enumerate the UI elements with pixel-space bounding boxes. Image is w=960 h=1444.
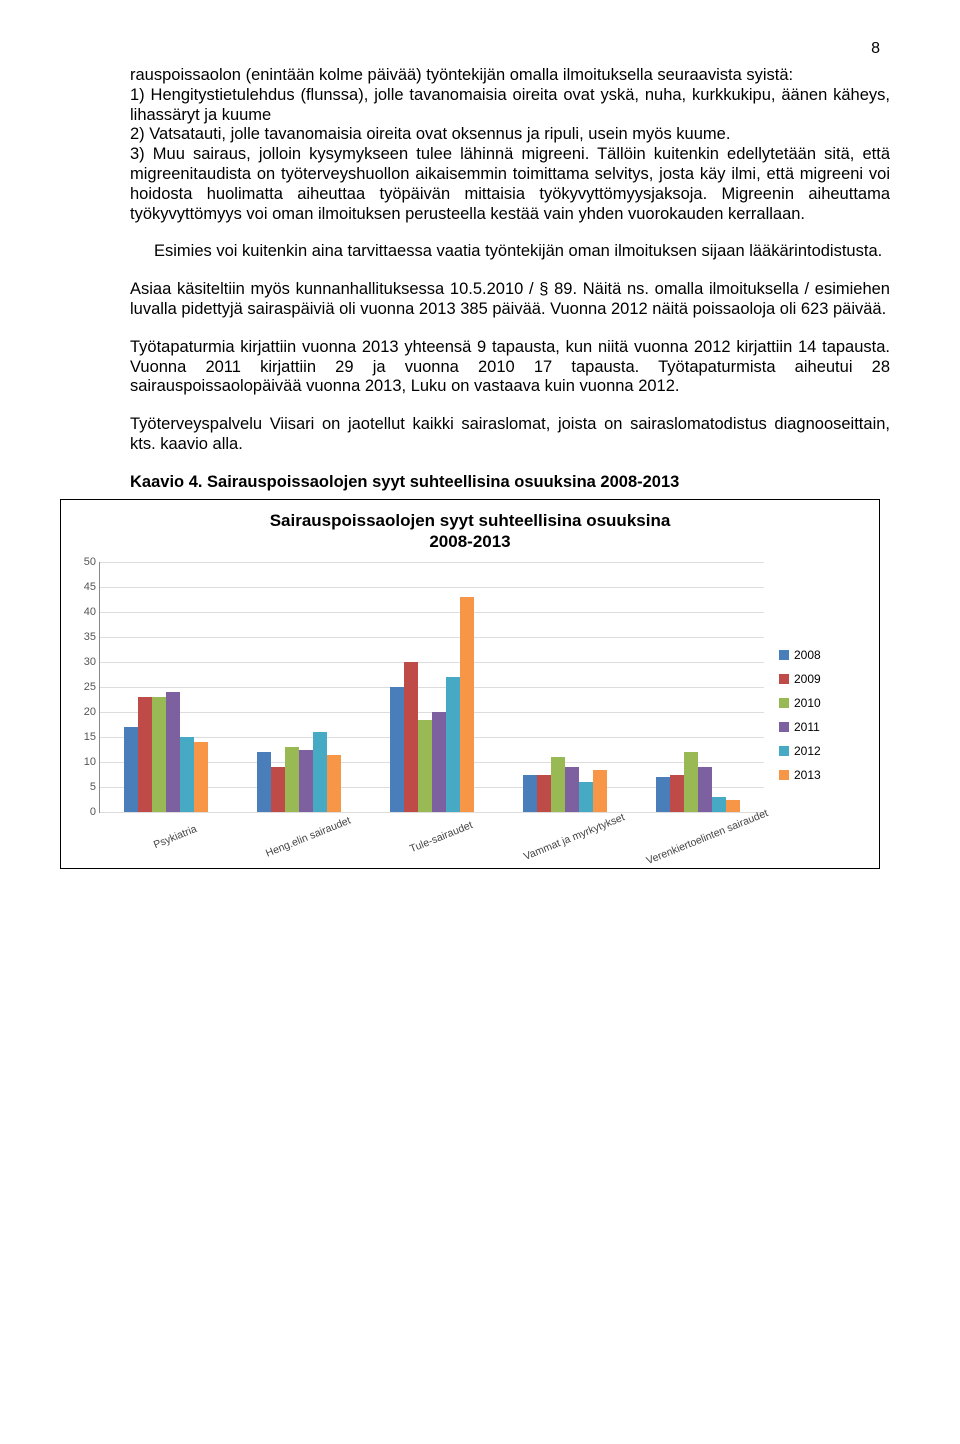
legend-item: 2009 bbox=[779, 672, 869, 686]
y-tick-label: 30 bbox=[74, 656, 96, 668]
bar-group bbox=[366, 562, 499, 812]
paragraph-tapaturma: Työtapaturmia kirjattiin vuonna 2013 yht… bbox=[130, 338, 890, 397]
chart-caption: Kaavio 4. Sairauspoissaolojen syyt suhte… bbox=[130, 473, 890, 493]
bar bbox=[432, 712, 446, 812]
bar bbox=[460, 597, 474, 812]
bar-group bbox=[100, 562, 233, 812]
list-item-1: 1) Hengitystietulehdus (flunssa), jolle … bbox=[130, 86, 890, 126]
y-tick-label: 10 bbox=[74, 756, 96, 768]
bar bbox=[523, 775, 537, 813]
legend-label: 2011 bbox=[794, 720, 820, 734]
chart-title-line2: 2008-2013 bbox=[429, 532, 510, 551]
legend-swatch bbox=[779, 722, 789, 732]
legend-swatch bbox=[779, 746, 789, 756]
y-tick-label: 15 bbox=[74, 731, 96, 743]
chart-title-line1: Sairauspoissaolojen syyt suhteellisina o… bbox=[270, 511, 671, 530]
y-tick-label: 25 bbox=[74, 681, 96, 693]
paragraph-viisari: Työterveyspalvelu Viisari on jaotellut k… bbox=[130, 415, 890, 455]
paragraph-asia: Asiaa käsiteltiin myös kunnanhallitu­kse… bbox=[130, 280, 890, 320]
bar-group bbox=[498, 562, 631, 812]
chart-container: Sairauspoissaolojen syyt suhteellisina o… bbox=[60, 499, 880, 870]
legend-swatch bbox=[779, 650, 789, 660]
bar bbox=[404, 662, 418, 812]
bar bbox=[152, 697, 166, 812]
list-item-2: 2) Vatsatauti, jolle tavanomaisia oireit… bbox=[130, 125, 890, 145]
legend-item: 2010 bbox=[779, 696, 869, 710]
legend-swatch bbox=[779, 698, 789, 708]
page-number: 8 bbox=[130, 40, 890, 58]
bar bbox=[299, 750, 313, 813]
y-tick-label: 0 bbox=[74, 806, 96, 818]
legend-label: 2013 bbox=[794, 768, 821, 782]
paragraph-esimies: Esimies voi kuitenkin aina tarvittaessa … bbox=[130, 242, 890, 262]
bar bbox=[313, 732, 327, 812]
legend-label: 2009 bbox=[794, 672, 821, 686]
bar bbox=[418, 720, 432, 813]
chart-title: Sairauspoissaolojen syyt suhteellisina o… bbox=[71, 510, 869, 553]
bar bbox=[698, 767, 712, 812]
bar-group bbox=[631, 562, 764, 812]
bar bbox=[446, 677, 460, 812]
legend-label: 2008 bbox=[794, 648, 821, 662]
bar bbox=[285, 747, 299, 812]
y-tick-label: 35 bbox=[74, 631, 96, 643]
chart-legend: 2008 2009 2010 2011 2012 2013 bbox=[764, 562, 869, 868]
y-tick-label: 50 bbox=[74, 556, 96, 568]
legend-item: 2011 bbox=[779, 720, 869, 734]
bar bbox=[551, 757, 565, 812]
bar bbox=[166, 692, 180, 812]
legend-swatch bbox=[779, 674, 789, 684]
legend-swatch bbox=[779, 770, 789, 780]
y-tick-label: 45 bbox=[74, 581, 96, 593]
bar bbox=[537, 775, 551, 813]
list-item-3: 3) Muu sairaus, jolloin kysymykseen tule… bbox=[130, 145, 890, 224]
bar bbox=[271, 767, 285, 812]
legend-item: 2013 bbox=[779, 768, 869, 782]
paragraph-intro: rauspoissaolon (enintään kolme päivää) t… bbox=[130, 66, 890, 86]
bar bbox=[257, 752, 271, 812]
bar bbox=[565, 767, 579, 812]
legend-label: 2010 bbox=[794, 696, 821, 710]
bar bbox=[124, 727, 138, 812]
y-tick-label: 5 bbox=[74, 781, 96, 793]
legend-label: 2012 bbox=[794, 744, 821, 758]
legend-item: 2012 bbox=[779, 744, 869, 758]
bar bbox=[684, 752, 698, 812]
chart-plot-area: 05101520253035404550 PsykiatriaHeng.elin… bbox=[71, 562, 764, 868]
bar bbox=[670, 775, 684, 813]
bar-group bbox=[233, 562, 366, 812]
legend-item: 2008 bbox=[779, 648, 869, 662]
bar bbox=[656, 777, 670, 812]
bar bbox=[390, 687, 404, 812]
bar bbox=[138, 697, 152, 812]
y-tick-label: 20 bbox=[74, 706, 96, 718]
y-tick-label: 40 bbox=[74, 606, 96, 618]
